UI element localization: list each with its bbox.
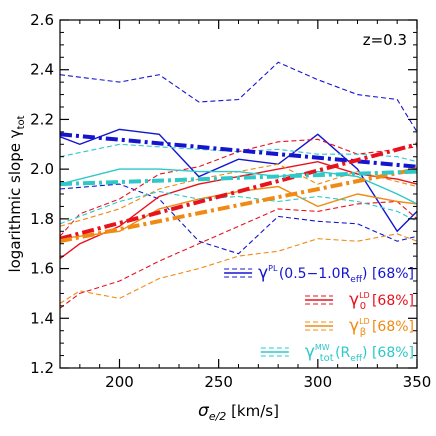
y-tick-label: 2.4: [30, 61, 54, 79]
series-mw-lower-68: [60, 190, 417, 225]
series-ldbeta-lower-68: [60, 233, 417, 304]
x-tick-label: 200: [105, 373, 134, 391]
y-tick-label: 1.6: [30, 260, 54, 278]
y-tick-label: 2.2: [30, 110, 54, 128]
y-axis-label-sub: tot: [16, 115, 27, 129]
legend: γPL (0.5−1.0Reff) [68%] γLD 0 [68%] γLD β [6…: [224, 263, 414, 364]
annotation-label: z=0.3: [363, 31, 407, 49]
legend-label-ld: γLD 0 [68%]: [349, 290, 414, 312]
series-pl-upper-68: [60, 61, 417, 133]
series-mw: [60, 143, 417, 225]
x-tick-label: 250: [204, 373, 233, 391]
y-tick-label: 2.0: [30, 160, 54, 178]
series-ldbeta-upper-68: [60, 163, 417, 227]
y-tick-label: 2.6: [30, 11, 54, 29]
x-tick-label: 300: [304, 373, 333, 391]
tick-layer: 200 250 300 350 1.2 1.4 1.6 1.8 2.0 2.2 2.4 2.6: [30, 11, 431, 391]
x-axis-label-sub: e/2: [209, 410, 226, 423]
y-axis-label: logarithmic slope γtot: [6, 115, 27, 272]
series-ld-fit: [60, 142, 417, 241]
y-axis-label-main: logarithmic slope γ: [6, 129, 24, 272]
y-tick-label: 1.8: [30, 210, 54, 228]
series-pl-fit: [60, 132, 417, 169]
series-mw-fit: [60, 169, 417, 187]
series-mw-median: [60, 168, 417, 205]
x-tick-label: 350: [403, 373, 432, 391]
series-pl-median: [60, 128, 417, 233]
x-axis-label-main: σ: [198, 401, 210, 421]
legend-item-ld: γLD 0 [68%]: [305, 290, 414, 312]
legend-label-ldbeta: γLD β [68%]: [349, 316, 414, 338]
plot-frame: [59, 19, 418, 369]
legend-item-ldbeta: γLD β [68%]: [305, 316, 414, 338]
legend-item-pl: γPL (0.5−1.0Reff) [68%]: [224, 263, 414, 285]
y-tick-label: 1.2: [30, 359, 54, 377]
legend-label-mw: γMW tot (Reff) [68%]: [305, 342, 414, 364]
legend-item-mw: γMW tot (Reff) [68%]: [260, 342, 414, 364]
series-pl-lower-68: [60, 183, 417, 255]
series-ldbeta-median: [60, 185, 417, 240]
x-axis-label: σe/2 [km/s]: [198, 401, 279, 423]
series-ld-upper-68: [60, 138, 417, 237]
y-tick-label: 1.4: [30, 309, 54, 327]
x-axis-label-unit: [km/s]: [226, 402, 279, 420]
series-ldbeta: [60, 163, 417, 304]
series-pl: [60, 61, 417, 255]
series-ld-lower-68: [60, 200, 417, 309]
series-mw-upper-68: [60, 143, 417, 163]
series-layer: [60, 61, 417, 309]
series-ldbeta-fit: [60, 167, 417, 244]
legend-label-pl: γPL (0.5−1.0Reff) [68%]: [258, 263, 414, 285]
